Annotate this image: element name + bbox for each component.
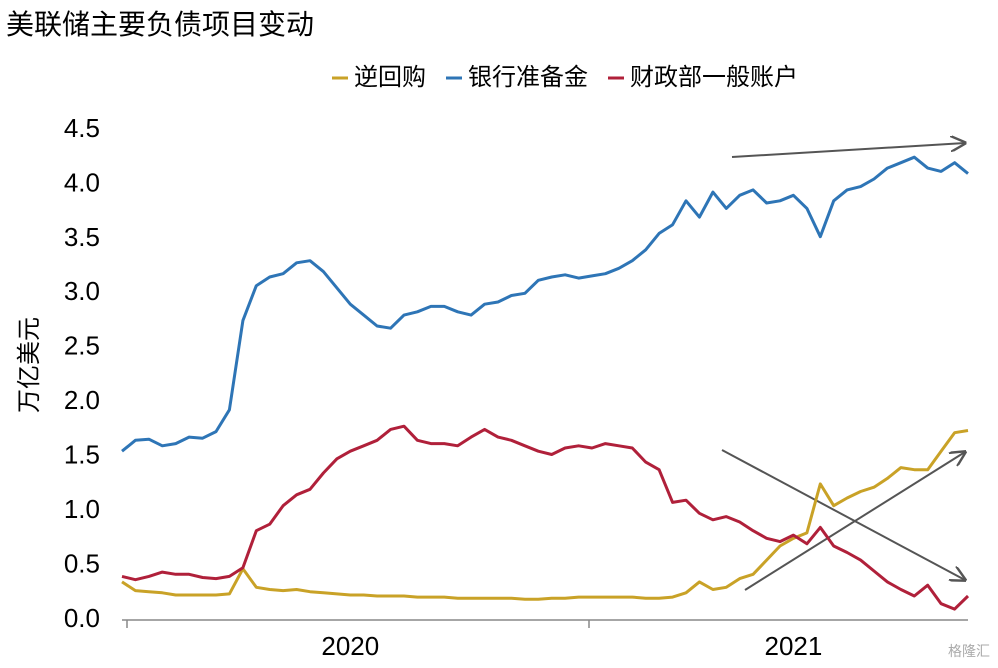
series-line bbox=[121, 429, 969, 601]
y-tick-label: 3.0 bbox=[64, 276, 100, 306]
legend-label: 逆回购 bbox=[354, 63, 426, 91]
y-tick-label: 2.0 bbox=[64, 385, 100, 415]
y-tick-label: 0.5 bbox=[64, 548, 100, 578]
y-tick-label: 3.5 bbox=[64, 222, 100, 252]
series-line bbox=[121, 155, 969, 453]
chart-title: 美联储主要负债项目变动 bbox=[6, 8, 314, 41]
y-tick-label: 4.0 bbox=[64, 167, 100, 197]
trend-arrow bbox=[744, 452, 965, 591]
x-tick-label: 2021 bbox=[765, 631, 823, 661]
legend-label: 财政部一般账户 bbox=[630, 63, 798, 91]
trend-arrow bbox=[731, 143, 965, 158]
legend: 逆回购 银行准备金 财政部一般账户 bbox=[332, 63, 798, 91]
y-tick-label: 1.5 bbox=[64, 440, 100, 470]
legend-label: 银行准备金 bbox=[468, 63, 588, 91]
x-tick-label: 2020 bbox=[321, 631, 379, 661]
y-tick-label: 1.0 bbox=[64, 494, 100, 524]
watermark: 格隆汇 bbox=[948, 644, 990, 660]
y-axis-label: 万亿美元 bbox=[15, 317, 43, 413]
y-tick-label: 0.0 bbox=[64, 603, 100, 633]
series-line bbox=[121, 424, 970, 611]
y-tick-label: 4.5 bbox=[64, 113, 100, 143]
y-tick-label: 2.5 bbox=[64, 331, 100, 361]
trend-arrow bbox=[721, 449, 965, 580]
